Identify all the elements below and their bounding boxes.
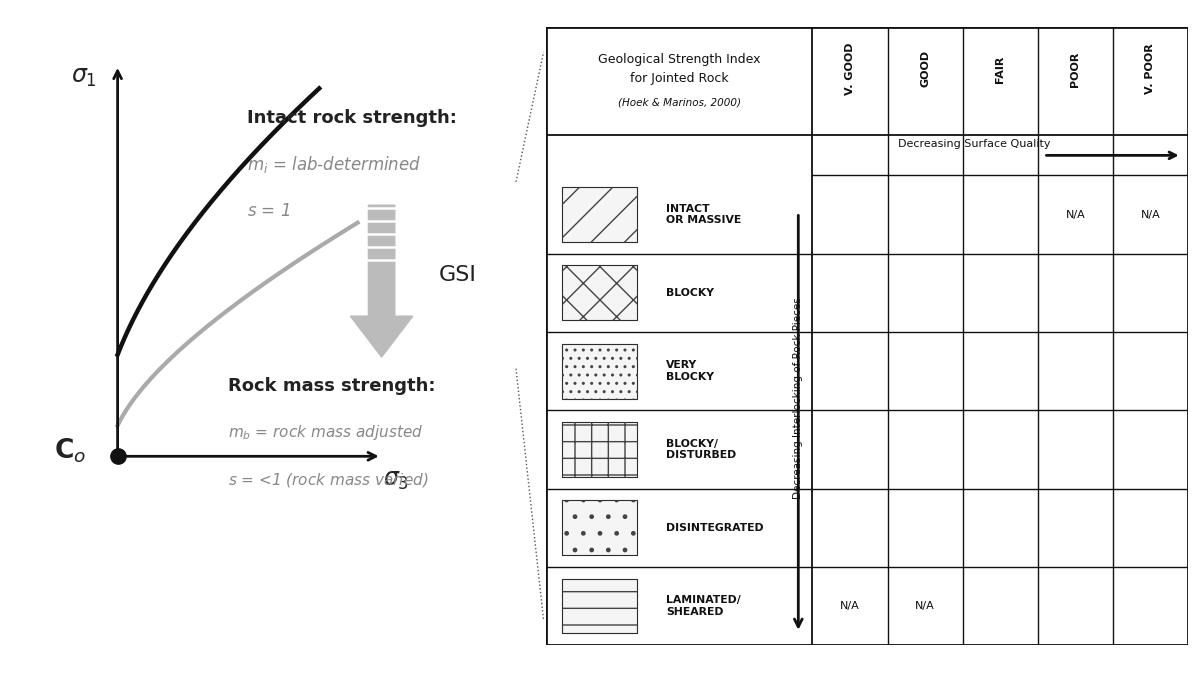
Text: Decreasing Surface Quality: Decreasing Surface Quality (899, 139, 1051, 149)
Bar (562, 344, 636, 399)
Text: N/A: N/A (916, 601, 935, 611)
Bar (562, 187, 636, 242)
Text: POOR: POOR (1070, 51, 1080, 86)
Text: GOOD: GOOD (920, 50, 930, 88)
Text: V. GOOD: V. GOOD (845, 43, 854, 95)
Bar (562, 579, 636, 634)
Text: $m_b$ = rock mass adjusted: $m_b$ = rock mass adjusted (228, 424, 424, 443)
Text: BLOCKY/
DISTURBED: BLOCKY/ DISTURBED (666, 439, 736, 460)
Text: for Jointed Rock: for Jointed Rock (630, 72, 728, 85)
Text: V. POOR: V. POOR (1146, 43, 1156, 94)
Text: N/A: N/A (1140, 210, 1160, 219)
Text: GSI: GSI (439, 265, 478, 285)
Bar (562, 500, 636, 555)
Bar (562, 344, 636, 399)
Bar (562, 422, 636, 477)
Text: $\sigma_1$: $\sigma_1$ (71, 65, 97, 89)
Text: $s$ = 1: $s$ = 1 (247, 202, 290, 220)
Text: Intact rock strength:: Intact rock strength: (247, 109, 457, 126)
Text: N/A: N/A (840, 601, 860, 611)
Bar (562, 500, 636, 555)
Text: Rock mass strength:: Rock mass strength: (228, 378, 436, 395)
Text: DISINTEGRATED: DISINTEGRATED (666, 523, 763, 532)
Text: N/A: N/A (1066, 210, 1085, 219)
Text: (Hoek & Marinos, 2000): (Hoek & Marinos, 2000) (618, 98, 740, 108)
Bar (562, 265, 636, 320)
Text: FAIR: FAIR (995, 55, 1006, 83)
Text: VERY
BLOCKY: VERY BLOCKY (666, 361, 714, 382)
Text: $m_i$ = lab-determined: $m_i$ = lab-determined (247, 154, 421, 175)
Text: LAMINATED/
SHEARED: LAMINATED/ SHEARED (666, 595, 740, 617)
Bar (562, 422, 636, 477)
Text: BLOCKY: BLOCKY (666, 288, 714, 298)
Text: $s$ = <1 (rock mass varied): $s$ = <1 (rock mass varied) (228, 471, 428, 489)
Text: INTACT
OR MASSIVE: INTACT OR MASSIVE (666, 204, 742, 225)
FancyArrow shape (350, 205, 413, 357)
Bar (562, 265, 636, 320)
Text: $\sigma_3$: $\sigma_3$ (383, 468, 409, 492)
Text: Decreasing Interlocking of Rock Pieces: Decreasing Interlocking of Rock Pieces (793, 297, 803, 499)
Text: C$_o$: C$_o$ (54, 436, 85, 464)
Bar (562, 187, 636, 242)
Bar (562, 579, 636, 634)
Text: Geological Strength Index: Geological Strength Index (598, 53, 761, 66)
